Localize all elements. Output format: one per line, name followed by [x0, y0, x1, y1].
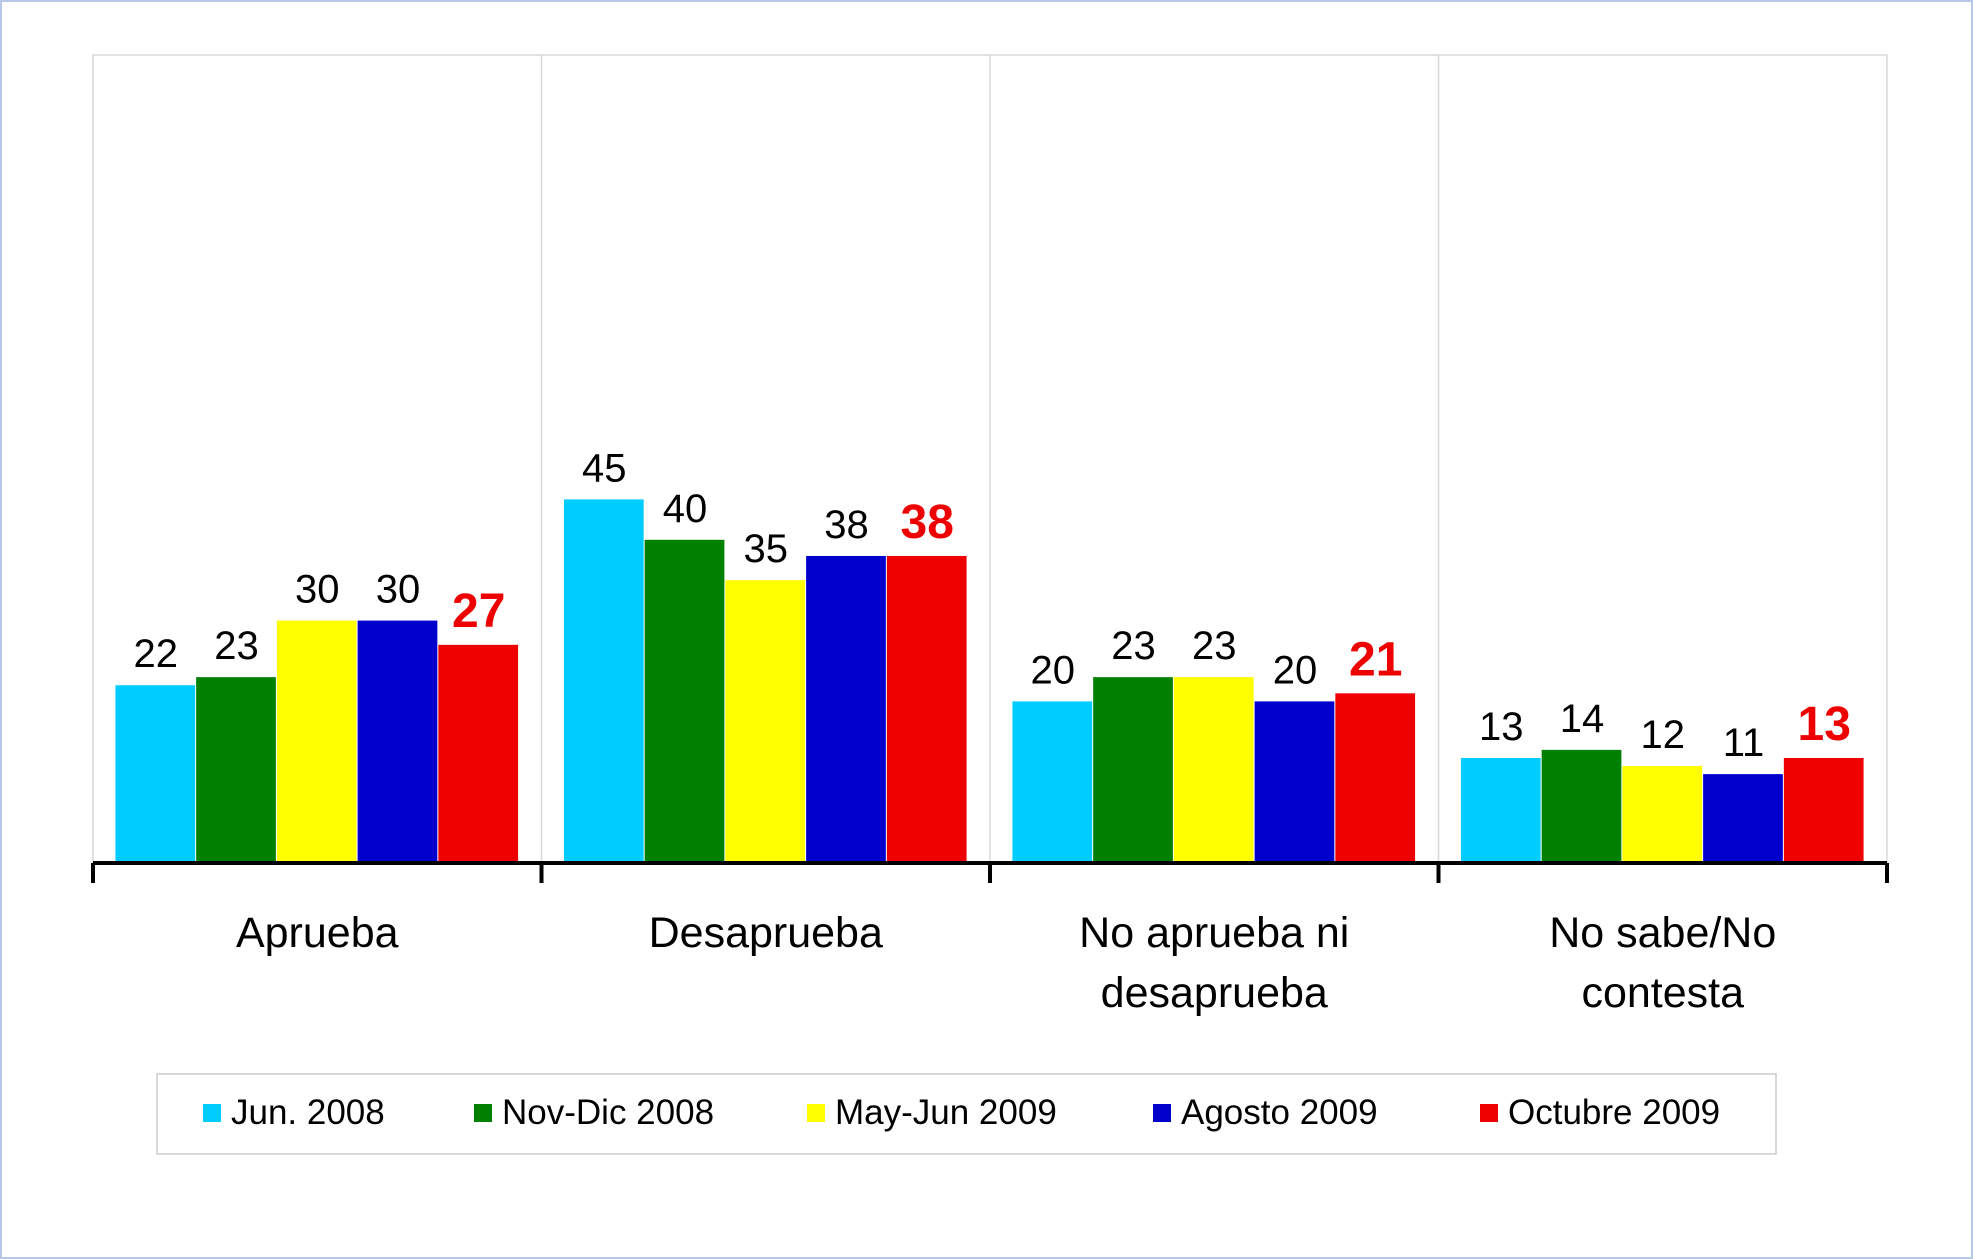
value-label: 23	[1111, 624, 1156, 668]
legend-marker	[1153, 1104, 1171, 1122]
bar	[644, 539, 725, 863]
bar	[1460, 757, 1541, 863]
legend-marker	[203, 1104, 221, 1122]
value-label: 35	[744, 527, 789, 571]
value-label: 27	[452, 585, 505, 638]
x-tick-label: No sabe/No contesta	[1549, 909, 1777, 1017]
bar	[115, 685, 196, 863]
value-label: 40	[663, 487, 708, 531]
value-label: 30	[376, 568, 421, 612]
legend-marker	[807, 1104, 825, 1122]
legend-label: Jun. 2008	[231, 1093, 385, 1132]
bar	[806, 555, 886, 863]
value-label: 13	[1798, 698, 1851, 751]
legend-label: Nov-Dic 2008	[502, 1093, 714, 1132]
bar	[357, 620, 438, 863]
value-label: 20	[1273, 648, 1318, 692]
value-label: 23	[1192, 624, 1237, 668]
value-label: 22	[134, 632, 179, 676]
bar	[1703, 774, 1783, 863]
legend-label: Octubre 2009	[1508, 1093, 1720, 1132]
bar	[1783, 757, 1864, 863]
bar	[276, 620, 357, 863]
bar	[1173, 677, 1254, 863]
value-label: 23	[214, 624, 259, 668]
bar	[886, 555, 967, 863]
legend-marker	[1480, 1104, 1498, 1122]
value-label: 13	[1479, 705, 1524, 749]
value-label: 11	[1723, 721, 1765, 765]
value-label: 21	[1349, 633, 1402, 686]
value-label: 38	[901, 496, 954, 549]
value-label: 30	[295, 568, 340, 612]
bar	[563, 499, 644, 863]
value-label: 45	[582, 446, 627, 490]
legend-marker	[474, 1104, 492, 1122]
legend-label: Agosto 2009	[1181, 1093, 1378, 1132]
value-label: 20	[1031, 648, 1076, 692]
x-tick-label: Desaprueba	[648, 909, 883, 957]
value-label: 38	[824, 503, 869, 547]
bar	[725, 580, 806, 863]
bar	[196, 677, 276, 863]
bar	[1093, 677, 1173, 863]
value-label: 14	[1560, 697, 1605, 741]
legend-box	[156, 1073, 1777, 1155]
bar	[1254, 701, 1335, 863]
x-tick-label: Aprueba	[235, 909, 399, 957]
bar	[438, 644, 519, 863]
bar	[1622, 766, 1703, 863]
legend-label: May-Jun 2009	[835, 1093, 1057, 1132]
x-tick-label: No aprueba ni desaprueba	[1079, 909, 1350, 1017]
bar	[1012, 701, 1093, 863]
bar	[1335, 693, 1416, 863]
value-label: 12	[1641, 713, 1686, 757]
bar	[1541, 749, 1622, 863]
